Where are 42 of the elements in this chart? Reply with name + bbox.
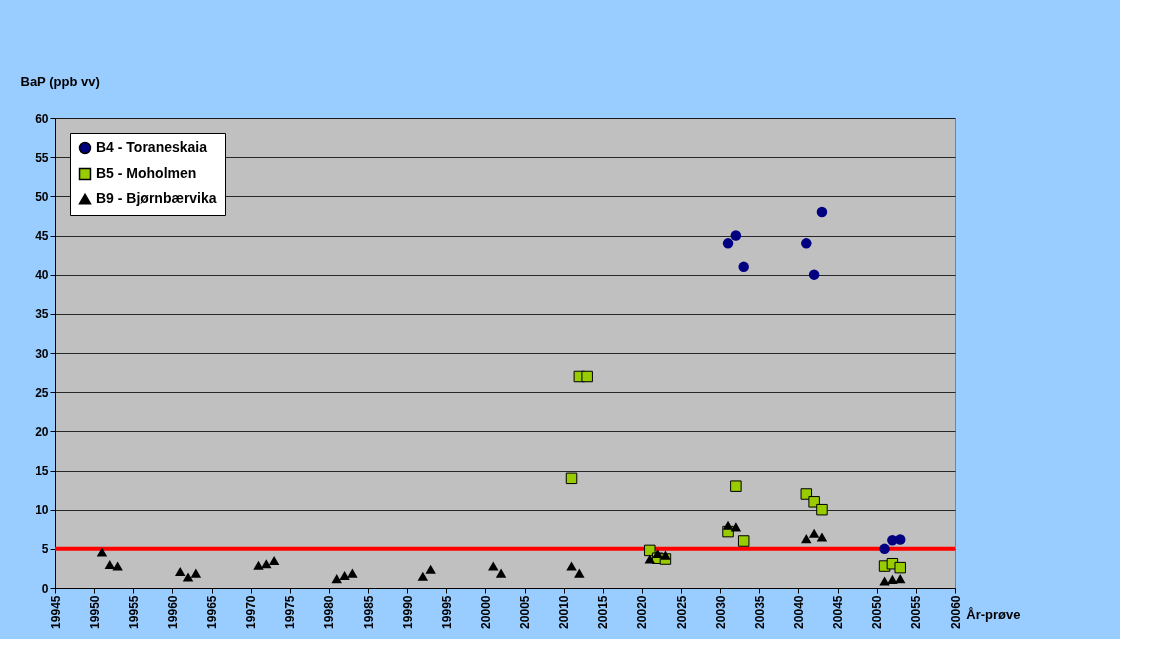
x-tick-label: 19970 [244, 595, 259, 629]
x-tick-label: 20000 [478, 595, 493, 629]
x-tick-label: 19990 [400, 595, 415, 629]
x-axis-title: År-prøve [966, 606, 1021, 622]
x-tick-label: 20020 [635, 595, 650, 629]
x-tick-label: 20055 [909, 595, 924, 629]
x-tick-label: 20035 [752, 595, 767, 629]
y-tick-label: 10 [35, 503, 49, 518]
x-tick-label: 19955 [126, 595, 141, 629]
x-tick-label: 20060 [948, 595, 963, 629]
x-tick-label: 20015 [596, 595, 611, 629]
y-tick-label: 25 [35, 385, 49, 400]
y-tick-label: 55 [35, 150, 49, 165]
legend-label: B9 - Bjørnbærvika [96, 190, 217, 206]
x-tick-label: 19965 [205, 595, 220, 629]
x-tick-label: 19950 [87, 595, 102, 629]
y-tick-label: 50 [35, 189, 49, 204]
y-tick-label: 35 [35, 307, 49, 322]
y-tick-label: 15 [35, 464, 49, 478]
x-tick-label: 20050 [870, 595, 885, 629]
x-tick-label: 20010 [557, 595, 572, 629]
x-tick-label: 19995 [439, 595, 454, 629]
x-tick-label: 19985 [361, 595, 376, 629]
y-tick-label: 0 [41, 581, 49, 596]
y-tick-label: 40 [35, 268, 49, 283]
x-tick-label: 20030 [713, 595, 728, 629]
y-axis-title: BaP (ppb vv) [20, 73, 100, 89]
x-tick-label: 20040 [791, 595, 806, 629]
y-tick-label: 45 [35, 229, 49, 243]
x-tick-label: 20005 [518, 595, 533, 629]
x-tick-label: 19975 [283, 595, 298, 629]
legend-label: B4 - Toraneskaia [96, 139, 208, 155]
y-tick-label: 60 [35, 111, 49, 126]
x-tick-label: 19980 [322, 595, 337, 629]
y-tick-label: 20 [35, 424, 49, 439]
y-tick-label: 30 [35, 346, 49, 361]
x-tick-label: 20045 [831, 595, 846, 629]
x-tick-label: 20025 [674, 595, 689, 629]
x-tick-label: 19945 [48, 595, 63, 629]
legend-label: B5 - Moholmen [96, 165, 197, 181]
x-tick-label: 19960 [165, 595, 180, 629]
y-tick-label: 5 [41, 542, 49, 557]
